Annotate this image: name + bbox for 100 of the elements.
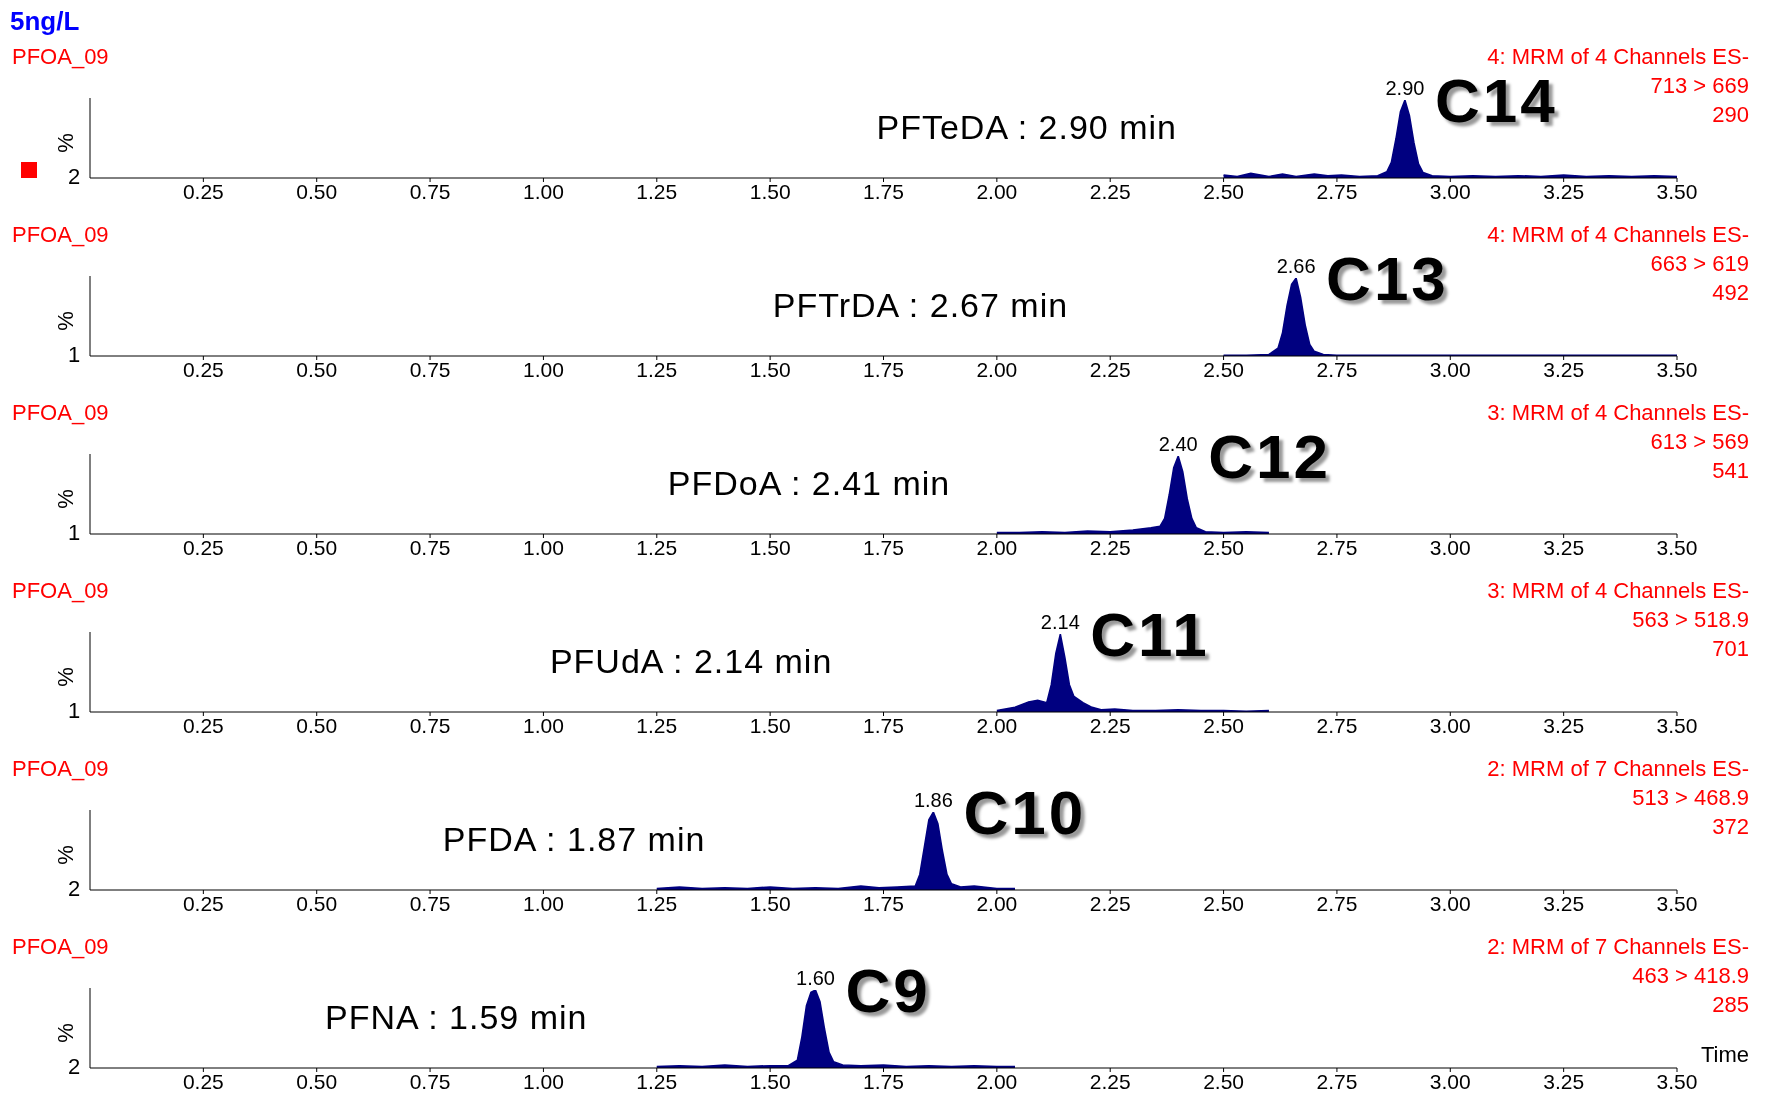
x-tick-label: 2.25 bbox=[1089, 179, 1131, 203]
x-tick-label: 2.00 bbox=[976, 713, 1018, 737]
x-tick-label: 3.25 bbox=[1543, 357, 1585, 381]
x-tick-label: 0.25 bbox=[182, 891, 224, 915]
x-tick-label: 3.50 bbox=[1656, 179, 1698, 203]
annotation: 2.40 bbox=[1158, 433, 1198, 455]
x-tick-label: 2.75 bbox=[1316, 357, 1358, 381]
x-tick-label: 2.00 bbox=[976, 1069, 1018, 1093]
x-tick-label: 1.00 bbox=[522, 357, 564, 381]
x-tick-label: 2.50 bbox=[1203, 713, 1245, 737]
annotation: PFDoA : 2.41 min bbox=[667, 464, 951, 503]
x-tick-label: 2.75 bbox=[1316, 891, 1358, 915]
x-tick-label: 3.50 bbox=[1656, 1069, 1698, 1093]
text: 541 bbox=[1711, 457, 1749, 485]
x-tick-label: 3.00 bbox=[1429, 179, 1471, 203]
annotation: 2.90 bbox=[1385, 77, 1425, 99]
x-tick-label: 1.50 bbox=[749, 1069, 791, 1093]
x-tick-label: 2.50 bbox=[1203, 1069, 1245, 1093]
x-tick-label: 2.25 bbox=[1089, 1069, 1131, 1093]
x-tick-label: 0.50 bbox=[296, 179, 338, 203]
x-tick-label: 3.25 bbox=[1543, 535, 1585, 559]
x-tick-label: 3.25 bbox=[1543, 891, 1585, 915]
y-axis-title: % bbox=[52, 667, 79, 687]
x-tick-label: 0.50 bbox=[296, 357, 338, 381]
annotation: 2.66 bbox=[1276, 255, 1316, 277]
y-axis-title: % bbox=[52, 489, 79, 509]
x-tick-label: 1.00 bbox=[522, 891, 564, 915]
x-tick-label: 1.50 bbox=[749, 713, 791, 737]
x-tick-label: 2.25 bbox=[1089, 891, 1131, 915]
x-tick-label: 3.00 bbox=[1429, 1069, 1471, 1093]
chart-title: 5ng/L bbox=[9, 6, 81, 36]
x-tick-label: 0.75 bbox=[409, 535, 451, 559]
x-tick-label: 2.25 bbox=[1089, 713, 1131, 737]
x-tick-label: 1.25 bbox=[636, 713, 678, 737]
annotation: C11 bbox=[1090, 600, 1210, 669]
text: 701 bbox=[1711, 635, 1749, 663]
annotation: C13 bbox=[1326, 244, 1449, 313]
x-tick-label: 0.75 bbox=[409, 1069, 451, 1093]
annotation: PFDA : 1.87 min bbox=[442, 820, 706, 859]
x-tick-label: 1.50 bbox=[749, 179, 791, 203]
x-tick-label: 0.75 bbox=[409, 357, 451, 381]
text: PFOA_09 bbox=[12, 44, 109, 70]
y-axis-title: % bbox=[52, 133, 79, 153]
x-tick-label: 2.00 bbox=[976, 535, 1018, 559]
x-tick-label: 2.75 bbox=[1316, 713, 1358, 737]
text: 713 > 669 bbox=[1650, 73, 1749, 98]
text: 2: MRM of 7 Channels ES- bbox=[1487, 755, 1749, 783]
text: 2 bbox=[68, 876, 81, 902]
x-tick-label: 3.50 bbox=[1656, 713, 1698, 737]
x-tick-label: 0.25 bbox=[182, 535, 224, 559]
x-tick-label: 2.00 bbox=[976, 891, 1018, 915]
x-tick-label: 0.75 bbox=[409, 713, 451, 737]
x-tick-label: 0.25 bbox=[182, 1069, 224, 1093]
annotation: PFTeDA : 2.90 min bbox=[876, 108, 1177, 147]
x-tick-label: 1.50 bbox=[749, 535, 791, 559]
text: 613 > 569 bbox=[1649, 428, 1749, 456]
x-tick-label: 1.25 bbox=[636, 179, 678, 203]
x-tick-label: 2.75 bbox=[1316, 179, 1358, 203]
x-tick-label: 0.50 bbox=[296, 891, 338, 915]
text: 372 bbox=[1711, 813, 1749, 841]
text: PFOA_09 bbox=[12, 400, 109, 426]
x-tick-label: 0.50 bbox=[296, 713, 338, 737]
x-tick-label: 1.75 bbox=[863, 713, 904, 737]
x-tick-label: 1.75 bbox=[863, 535, 904, 559]
x-axis-title: Time bbox=[1700, 1042, 1749, 1068]
x-tick-label: 1.25 bbox=[636, 1069, 678, 1093]
text: 3: MRM of 4 Channels ES- bbox=[1487, 399, 1749, 427]
text: PFOA_09 bbox=[12, 578, 109, 604]
text: PFOA_09 bbox=[12, 222, 109, 248]
x-tick-label: 0.25 bbox=[182, 179, 224, 203]
text: 463 > 418.9 bbox=[1631, 962, 1749, 990]
x-tick-label: 3.00 bbox=[1429, 357, 1471, 381]
text: PFOA_09 bbox=[12, 934, 109, 960]
x-tick-label: 3.25 bbox=[1543, 713, 1585, 737]
annotation: C9 bbox=[845, 956, 931, 1025]
text: 663 > 619 bbox=[1649, 250, 1749, 278]
x-tick-label: 1.75 bbox=[863, 1069, 904, 1093]
x-tick-label: 3.00 bbox=[1429, 535, 1471, 559]
x-tick-label: 0.75 bbox=[409, 891, 451, 915]
annotation: C10 bbox=[963, 778, 1087, 847]
x-tick-label: 3.50 bbox=[1656, 535, 1698, 559]
annotation: PFUdA : 2.14 min bbox=[549, 642, 833, 681]
x-tick-label: 1.50 bbox=[749, 357, 791, 381]
x-tick-label: 3.50 bbox=[1656, 891, 1698, 915]
text: 2 bbox=[68, 1054, 81, 1080]
x-tick-label: 1.25 bbox=[636, 535, 678, 559]
x-tick-label: 2.50 bbox=[1203, 179, 1245, 203]
x-tick-label: 3.00 bbox=[1429, 891, 1471, 915]
x-tick-label: 0.75 bbox=[409, 179, 451, 203]
x-tick-label: 1.50 bbox=[749, 891, 791, 915]
text: 3: MRM of 4 Channels ES- bbox=[1487, 577, 1749, 605]
text: 290 bbox=[1712, 102, 1749, 127]
x-tick-label: 2.25 bbox=[1089, 357, 1131, 381]
annotation: PFNA : 1.59 min bbox=[324, 998, 588, 1037]
text: 4: MRM of 4 Channels ES- bbox=[1487, 221, 1749, 249]
x-tick-label: 3.25 bbox=[1543, 1069, 1585, 1093]
annotation: PFTrDA : 2.67 min bbox=[772, 286, 1069, 325]
y-axis-title: % bbox=[52, 311, 79, 331]
x-tick-label: 1.25 bbox=[636, 891, 678, 915]
x-tick-label: 2.50 bbox=[1203, 357, 1245, 381]
